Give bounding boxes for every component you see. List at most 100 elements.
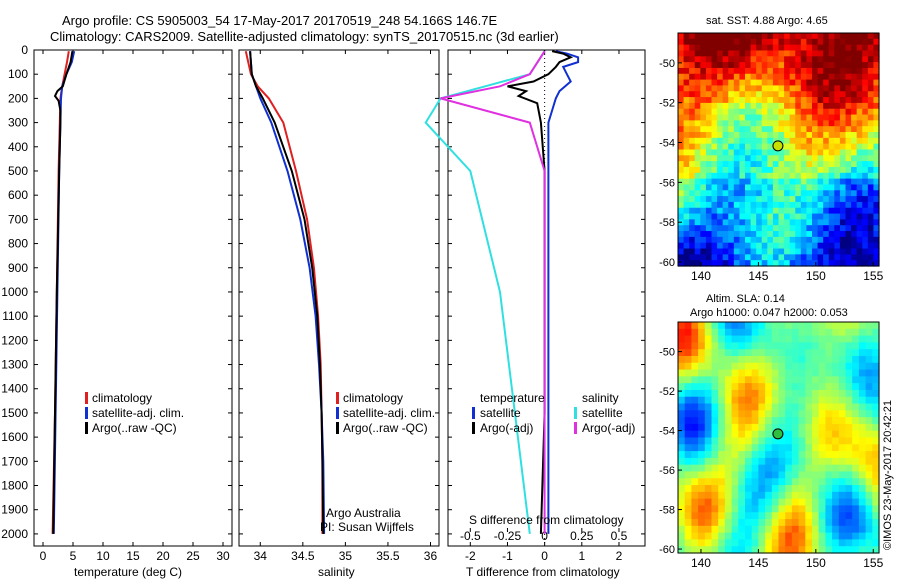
heatmap-cell — [784, 155, 791, 162]
heatmap-cell — [828, 149, 835, 156]
heatmap-cell — [838, 505, 847, 513]
heatmap-cell — [728, 50, 735, 57]
heatmap-cell — [705, 120, 713, 127]
heatmap-cell — [838, 389, 847, 398]
heatmap-cell — [761, 172, 768, 180]
heatmap-cell — [756, 102, 763, 110]
sst-heatmap-cells — [678, 33, 880, 267]
heatmap-cell — [778, 201, 785, 209]
heatmap-cell — [778, 471, 786, 479]
heatmap-cell — [717, 62, 724, 69]
heatmap-cell — [858, 322, 867, 330]
heatmap-cell — [678, 471, 686, 479]
heatmap-cell — [756, 161, 763, 168]
heatmap-cell — [789, 161, 796, 168]
heatmap-cell — [689, 67, 696, 75]
heatmap-cell — [812, 335, 820, 343]
heatmap-cell — [805, 471, 813, 479]
depth-tick-label: 0 — [21, 43, 28, 57]
heatmap-cell — [789, 143, 796, 151]
heatmap-cell — [800, 260, 808, 267]
heatmap-cell — [828, 201, 835, 209]
heatmap-cell — [778, 525, 786, 534]
heatmap-cell — [750, 44, 757, 52]
heatmap-cell — [689, 172, 696, 180]
heatmap-cell — [865, 349, 873, 357]
heatmap-cell — [852, 546, 860, 554]
heatmap-cell — [834, 172, 841, 180]
heatmap-cell — [718, 423, 726, 432]
heatmap-cell — [722, 143, 729, 151]
heatmap-cell — [838, 403, 847, 411]
heatmap-cell — [772, 120, 780, 127]
heatmap-cell — [704, 539, 713, 547]
heatmap-cell — [795, 219, 802, 226]
heatmap-cell — [845, 539, 853, 547]
heatmap-cell — [683, 79, 690, 87]
heatmap-cell — [678, 114, 685, 121]
heatmap-cell — [750, 201, 757, 209]
heatmap-cell — [767, 97, 774, 104]
heatmap-cell — [856, 242, 863, 250]
heatmap-cell — [828, 50, 835, 57]
heatmap-cell — [745, 137, 752, 145]
heatmap-cell — [851, 137, 858, 145]
heatmap-cell — [795, 91, 802, 98]
heatmap-cell — [838, 546, 847, 554]
heatmap-cell — [791, 444, 800, 452]
heatmap-cell — [698, 362, 706, 371]
heatmap-cell — [823, 260, 830, 267]
heatmap-cell — [717, 155, 724, 162]
heatmap-cell — [872, 546, 880, 554]
heatmap-cell — [867, 149, 875, 156]
heatmap-cell — [745, 143, 752, 151]
heatmap-cell — [683, 33, 690, 40]
heatmap-cell — [691, 539, 699, 547]
heatmap-cell — [856, 178, 863, 186]
heatmap-cell — [828, 236, 835, 244]
heatmap-cell — [832, 519, 840, 527]
heatmap-cell — [852, 444, 860, 452]
heatmap-cell — [845, 512, 853, 520]
heatmap-cell — [711, 178, 718, 186]
heatmap-cell — [731, 396, 739, 405]
heatmap-cell — [851, 190, 858, 197]
heatmap-cell — [700, 126, 707, 133]
heatmap-cell — [812, 342, 820, 350]
heatmap-cell — [765, 519, 773, 527]
heatmap-cell — [722, 172, 729, 180]
heatmap-cell — [678, 498, 686, 507]
heatmap-cell — [761, 137, 768, 145]
heatmap-cell — [717, 33, 724, 40]
heatmap-cell — [832, 349, 840, 357]
heatmap-cell — [791, 342, 800, 350]
heatmap-cell — [738, 430, 746, 439]
heatmap-cell — [761, 166, 768, 174]
heatmap-cell — [778, 85, 785, 92]
heatmap-cell — [851, 120, 858, 127]
heatmap-cell — [778, 219, 785, 226]
heatmap-cell — [834, 97, 841, 104]
heatmap-cell — [828, 91, 835, 98]
heatmap-cell — [731, 362, 739, 371]
heatmap-cell — [705, 149, 713, 156]
heatmap-cell — [805, 328, 813, 337]
heatmap-cell — [678, 236, 685, 244]
heatmap-cell — [739, 219, 746, 226]
heatmap-cell — [852, 369, 860, 377]
difference-lines — [424, 50, 580, 535]
heatmap-cell — [718, 464, 726, 473]
heatmap-cell — [872, 491, 880, 500]
heatmap-cell — [700, 231, 707, 238]
heatmap-cell — [756, 254, 763, 261]
heatmap-cell — [691, 342, 699, 350]
heatmap-cell — [711, 410, 719, 418]
heatmap-cell — [858, 471, 867, 479]
heatmap-cell — [751, 437, 759, 445]
heatmap-cell — [865, 519, 873, 527]
heatmap-cell — [738, 491, 746, 500]
heatmap-cell — [823, 33, 830, 40]
heatmap-cell — [818, 355, 826, 364]
heatmap-cell — [817, 207, 824, 215]
heatmap-cell — [772, 67, 780, 75]
